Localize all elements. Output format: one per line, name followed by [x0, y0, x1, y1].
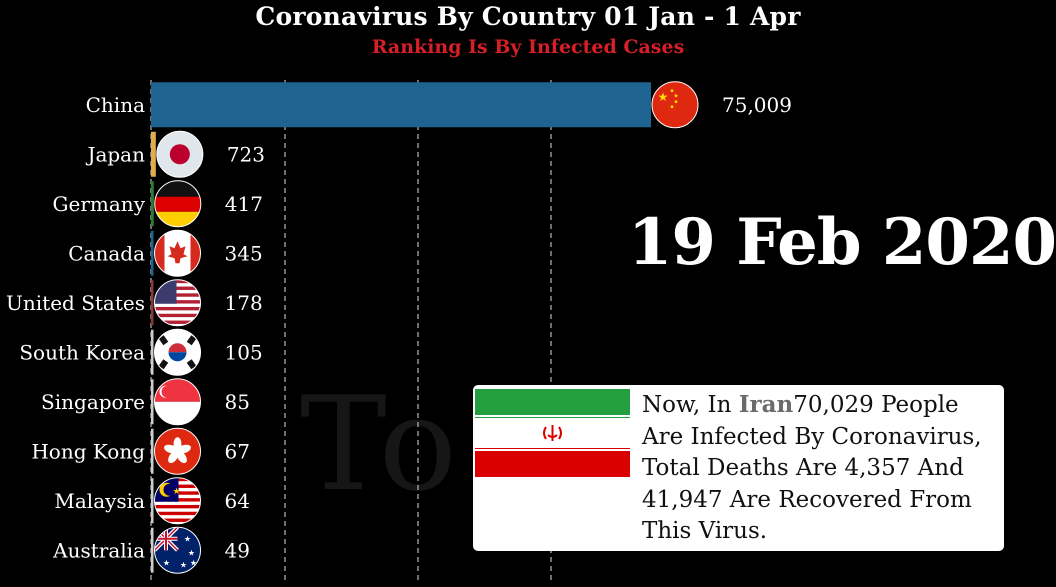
- chart-title: Coronavirus By Country 01 Jan - 1 Apr: [255, 2, 801, 31]
- info-text: Now, In Iran70,029 People Are Infected B…: [642, 389, 1002, 548]
- category-label: Japan: [85, 142, 145, 166]
- bar: [151, 131, 156, 177]
- svg-text:★: ★: [172, 487, 180, 497]
- australia-flag-icon: ★★★★ ★: [154, 526, 201, 574]
- info-country: Iran: [738, 391, 794, 418]
- category-label: Germany: [53, 192, 146, 216]
- svg-text:★: ★: [180, 560, 187, 569]
- bar: [151, 527, 154, 573]
- value-label: 75,009: [722, 93, 792, 117]
- japan-flag-icon: [156, 130, 204, 178]
- svg-text:★: ★: [184, 534, 191, 543]
- current-date-label: 19 Feb 2020: [627, 205, 1056, 280]
- bar: [151, 181, 154, 227]
- svg-text:★: ★: [658, 90, 669, 104]
- bar: [151, 428, 154, 474]
- malaysia-flag-icon: ★: [154, 477, 201, 525]
- canada-flag-icon: [154, 229, 201, 277]
- value-label: 67: [225, 439, 250, 463]
- value-label: 345: [225, 241, 263, 265]
- bars: China ★ 75,009 Japan 723 Germany 417 Canada 345 U…: [6, 81, 792, 574]
- bar: [151, 230, 154, 276]
- value-label: 105: [225, 340, 263, 364]
- value-label: 64: [225, 489, 250, 513]
- info-body: 70,029 People Are Infected By Coronaviru…: [642, 392, 982, 544]
- value-label: 85: [225, 390, 250, 414]
- svg-text:★: ★: [190, 558, 197, 567]
- category-label: Malaysia: [54, 489, 145, 513]
- usa-flag-icon: [154, 279, 201, 327]
- singapore-flag-icon: [154, 378, 201, 426]
- category-label: Australia: [52, 538, 145, 562]
- bar: [151, 329, 154, 375]
- chart-subtitle: Ranking Is By Infected Cases: [371, 36, 685, 58]
- category-label: Hong Kong: [31, 439, 145, 463]
- value-label: 723: [227, 142, 265, 166]
- bar: [151, 82, 651, 128]
- svg-text:★: ★: [188, 548, 195, 557]
- hong-kong-flag-icon: [154, 427, 201, 475]
- bar: [151, 379, 154, 425]
- category-label: United States: [6, 291, 145, 315]
- category-label: South Korea: [19, 340, 145, 364]
- south-korea-flag-icon: [154, 328, 201, 376]
- info-prefix: Now, In: [642, 392, 739, 418]
- iran-flag-icon: [475, 389, 630, 477]
- category-label: Canada: [68, 241, 145, 265]
- china-flag-icon: ★: [651, 81, 699, 129]
- bar: [151, 280, 154, 326]
- bar: [151, 478, 154, 524]
- svg-text:★: ★: [163, 558, 170, 567]
- category-label: China: [86, 93, 145, 117]
- info-card: Now, In Iran70,029 People Are Infected B…: [473, 385, 1004, 551]
- germany-flag-icon: [154, 180, 202, 228]
- category-label: Singapore: [41, 390, 145, 414]
- value-label: 178: [225, 291, 263, 315]
- value-label: 417: [225, 192, 263, 216]
- value-label: 49: [225, 538, 250, 562]
